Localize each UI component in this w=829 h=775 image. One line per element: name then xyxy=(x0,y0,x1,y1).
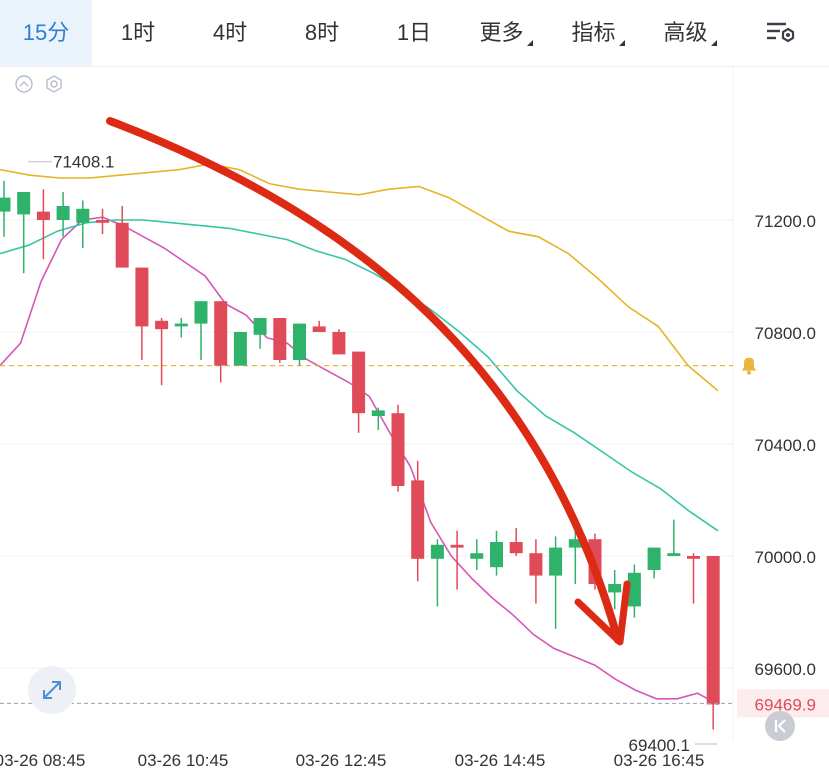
candle-body xyxy=(391,413,405,486)
candle-body xyxy=(273,318,287,360)
dropdown-caret-icon xyxy=(618,40,625,46)
expand-icon[interactable] xyxy=(28,666,76,714)
candle-body xyxy=(17,192,31,215)
y-tick-label: 70400.0 xyxy=(755,436,816,455)
candle-body xyxy=(647,547,661,570)
candle-body xyxy=(430,544,444,559)
candle-body xyxy=(608,584,622,593)
last-price-label: 69469.9 xyxy=(755,695,816,714)
candle-body xyxy=(549,547,563,576)
tab-timeframe-3[interactable]: 4时 xyxy=(184,0,276,66)
bell-clapper xyxy=(747,370,751,375)
candle-body xyxy=(155,320,169,330)
y-tick-label: 70800.0 xyxy=(755,324,816,343)
candle-body xyxy=(667,553,681,556)
candle-body xyxy=(253,318,267,335)
candle-body xyxy=(371,410,385,416)
tab-timeframe-8[interactable]: 高级 xyxy=(644,0,736,66)
candle-body xyxy=(214,301,228,366)
candle-body xyxy=(312,326,326,332)
candle-body xyxy=(470,553,484,559)
candle-body xyxy=(293,323,306,360)
low-price-label: 69400.1 xyxy=(629,736,690,755)
x-tick-label: 03-26 12:45 xyxy=(296,751,387,770)
candle-body xyxy=(115,222,129,268)
tab-label: 指标 xyxy=(571,20,616,45)
candle-body xyxy=(135,267,149,327)
bell-icon[interactable] xyxy=(742,357,756,375)
tab-timeframe-7[interactable]: 指标 xyxy=(552,0,644,66)
candle-body xyxy=(490,542,503,568)
y-tick-label: 71200.0 xyxy=(755,212,816,231)
x-tick-label: 03-26 08:45 xyxy=(0,751,85,770)
tab-timeframe-6[interactable]: 更多 xyxy=(460,0,552,66)
trend-arrow-head xyxy=(574,580,631,646)
candle-body xyxy=(76,208,90,223)
high-price-label: 71408.1 xyxy=(53,153,114,172)
candle-body xyxy=(687,556,700,559)
tab-timeframe-4[interactable]: 8时 xyxy=(276,0,368,66)
timeframe-toolbar: 15分 1时 4时 8时 1日 更多 指标 高级 xyxy=(0,0,829,67)
tab-label: 更多 xyxy=(479,20,524,45)
dropdown-caret-icon xyxy=(710,40,717,46)
tab-timeframe-1[interactable]: 15分 xyxy=(0,0,92,66)
candle-body xyxy=(233,332,247,366)
candle-body xyxy=(450,544,464,548)
candle-body xyxy=(706,556,720,705)
tab-label: 1日 xyxy=(396,20,432,45)
tab-timeframe-5[interactable]: 1日 xyxy=(368,0,460,66)
jump-to-latest-icon[interactable] xyxy=(765,711,795,741)
candle-body xyxy=(529,553,543,576)
candle-body xyxy=(56,206,70,220)
tab-label: 高级 xyxy=(663,20,708,45)
ma-slow-line xyxy=(0,163,719,392)
trend-arrow-shaft xyxy=(106,117,622,644)
y-tick-label: 69600.0 xyxy=(755,660,816,679)
x-tick-label: 03-26 14:45 xyxy=(455,751,546,770)
candle-body xyxy=(36,211,50,220)
tab-label: 8时 xyxy=(304,20,340,45)
collapse-up-icon[interactable] xyxy=(14,74,34,94)
tab-label: 15分 xyxy=(22,20,70,45)
ma-mid-line xyxy=(0,219,719,532)
hexagon-settings-icon[interactable] xyxy=(44,74,64,94)
candle-body xyxy=(174,323,188,327)
candle-body xyxy=(0,197,11,212)
candle-body xyxy=(509,542,523,554)
candlestick-chart[interactable]: 71200.0 70800.0 70400.0 70000.0 69600.0 03-26… xyxy=(0,67,829,775)
y-tick-label: 70000.0 xyxy=(755,548,816,567)
x-tick-label: 03-26 10:45 xyxy=(138,751,229,770)
tab-label: 1时 xyxy=(120,20,156,45)
candle-body xyxy=(411,480,425,559)
chart-settings-icon[interactable] xyxy=(764,18,798,48)
candle-body xyxy=(568,539,582,548)
x-tick-label: 03-26 16:45 xyxy=(614,751,705,770)
candle-body xyxy=(332,332,346,355)
tab-timeframe-2[interactable]: 1时 xyxy=(92,0,184,66)
candle-body xyxy=(194,301,208,324)
tab-label: 4时 xyxy=(212,20,248,45)
candle-body xyxy=(627,572,641,607)
dropdown-caret-icon xyxy=(526,40,533,46)
bell-body xyxy=(742,357,756,371)
candle-body xyxy=(96,220,109,223)
candle-body xyxy=(352,351,366,414)
